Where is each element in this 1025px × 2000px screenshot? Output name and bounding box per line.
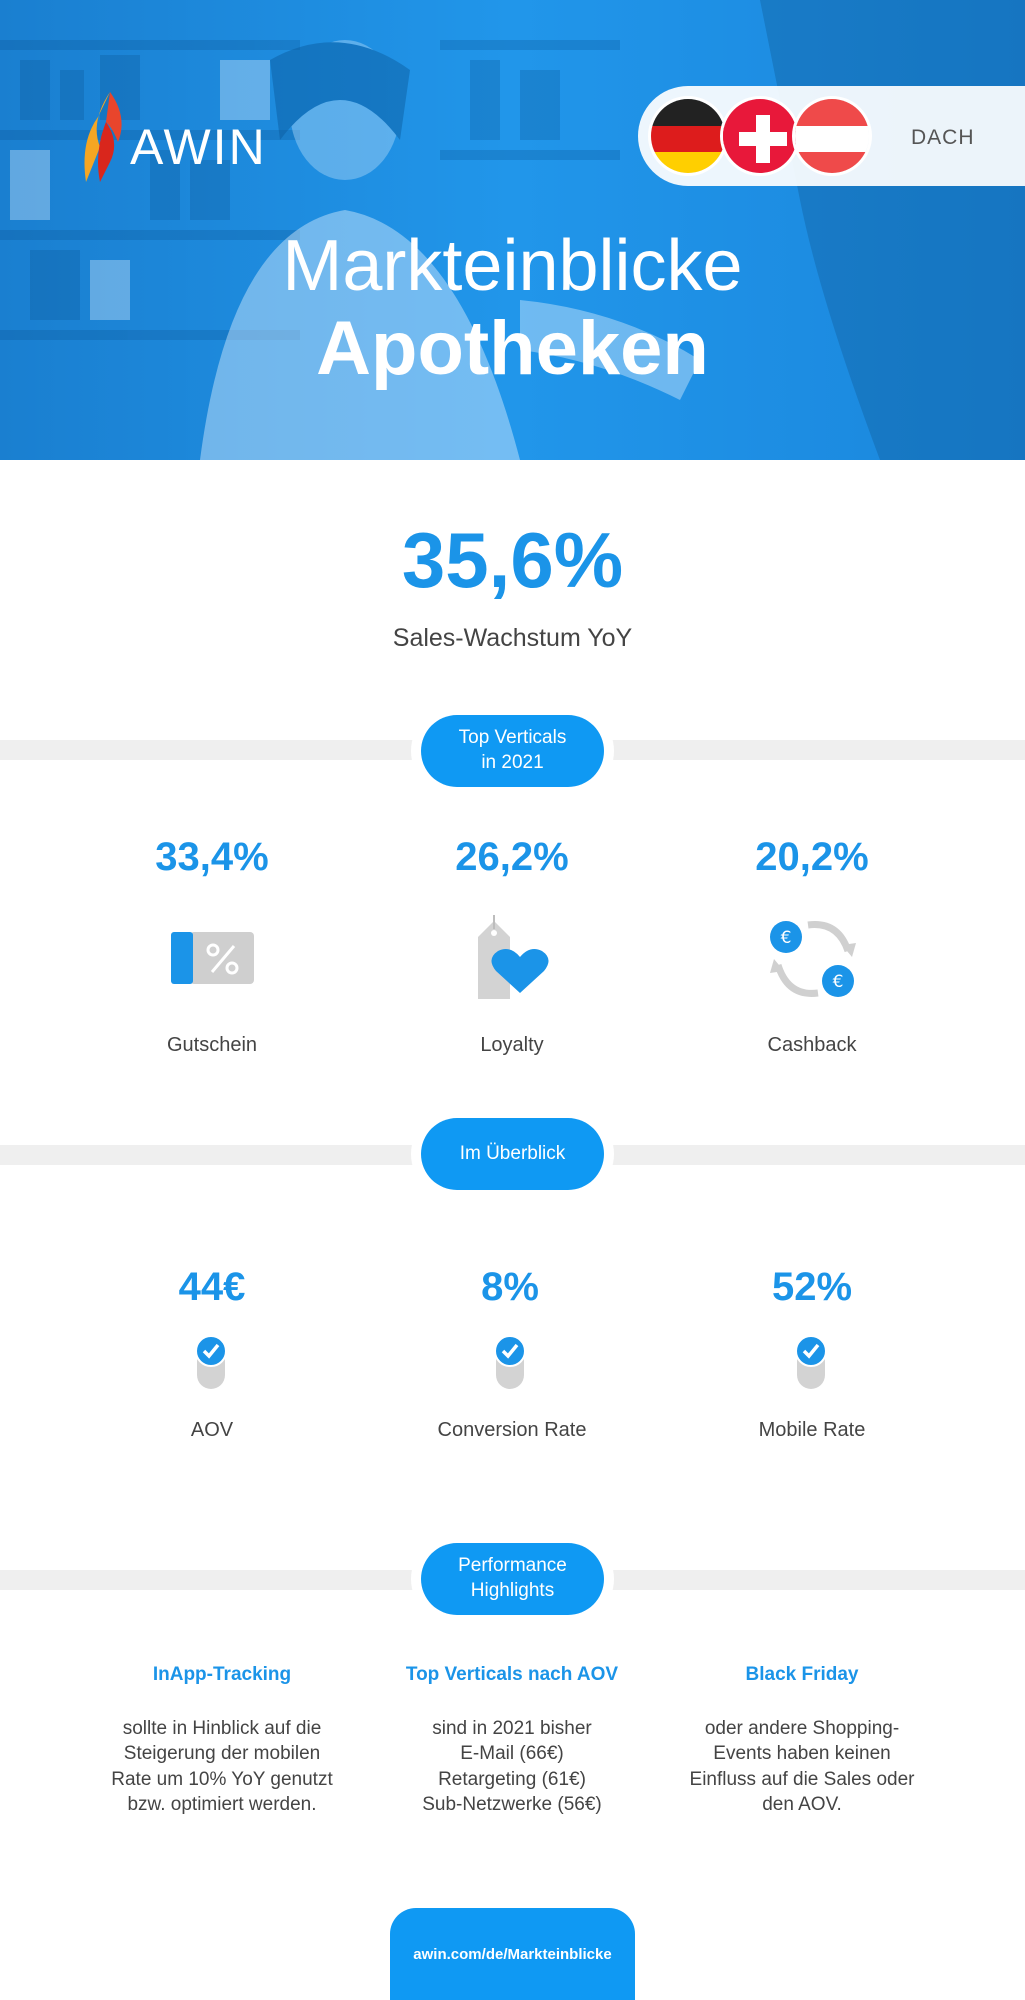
svg-text:€: € <box>781 928 792 948</box>
top-verticals-badge: Top Verticals in 2021 <box>421 715 604 787</box>
highlight-line: sind in 2021 bisher <box>432 1718 592 1739</box>
overview-label: Conversion Rate <box>437 1419 587 1441</box>
badge-line: Highlights <box>470 1580 555 1601</box>
markteinblicke-link[interactable]: awin.com/de/Markteinblicke <box>390 1908 635 2000</box>
svg-text:€: € <box>833 972 844 992</box>
highlight-line: Events haben keinen <box>713 1743 891 1765</box>
highlight-title: Black Friday <box>745 1664 859 1685</box>
vertical-value: 33,4% <box>155 835 269 879</box>
highlight-line: den AOV. <box>762 1793 842 1815</box>
highlight-line: oder andere Shopping- <box>704 1718 900 1739</box>
flame-logo-icon <box>84 92 122 182</box>
vertical-item-gutschein: 33,4% <box>62 835 362 880</box>
overview-badge: Im Überblick <box>421 1118 604 1190</box>
vertical-value: 20,2% <box>755 835 869 879</box>
highlight-text: sollte in Hinblick auf die Steigerung de… <box>72 1716 372 1817</box>
switzerland-flag-icon <box>720 96 800 176</box>
highlight-top-verticals: Top Verticals nach AOV sind in 2021 bish… <box>362 1664 662 1817</box>
awin-logo[interactable]: AWIN <box>80 92 290 182</box>
highlight-line: sollte in Hinblick auf die <box>122 1718 322 1739</box>
hero-banner: AWIN DACH Markteinblicke Apotheken <box>0 0 1025 460</box>
vertical-item-cashback: 20,2% <box>662 835 962 880</box>
sales-growth-value: 35,6% <box>401 516 624 604</box>
highlight-line: Retargeting (61€) <box>438 1768 586 1790</box>
badge-line: Performance <box>458 1555 567 1577</box>
badge-line: in 2021 <box>481 752 544 773</box>
heart-tag-icon <box>478 915 549 999</box>
vertical-label: Cashback <box>767 1034 857 1056</box>
euro-cycle-icon: € € <box>770 921 856 997</box>
highlight-text: sind in 2021 bisher E-Mail (66€) Retarge… <box>362 1716 662 1817</box>
highlight-title: Top Verticals nach AOV <box>405 1664 619 1685</box>
vertical-item-loyalty: 26,2% <box>362 835 662 880</box>
vertical-label: Gutschein <box>166 1034 258 1056</box>
badge-line: Top Verticals <box>458 727 567 749</box>
highlight-line: E-Mail (66€) <box>460 1743 564 1765</box>
overview-label: Mobile Rate <box>758 1419 866 1441</box>
hero-title: Markteinblicke <box>282 226 743 306</box>
checkmark-toggle-icon <box>195 1335 227 1389</box>
highlight-line: Sub-Netzwerke (56€) <box>422 1793 602 1815</box>
highlight-inapp: InApp-Tracking sollte in Hinblick auf di… <box>72 1664 372 1817</box>
hero-background-image <box>0 0 1025 460</box>
austria-flag-icon <box>792 96 872 176</box>
voucher-icon <box>171 932 254 984</box>
region-label: DACH <box>911 126 975 149</box>
highlight-line: Rate um 10% YoY genutzt <box>111 1768 333 1790</box>
overview-label: AOV <box>190 1419 234 1441</box>
highlight-title: InApp-Tracking <box>152 1664 292 1685</box>
germany-flag-icon <box>648 96 728 176</box>
overview-item-mobile: 52% <box>662 1265 962 1310</box>
checkmark-toggle-icon <box>494 1335 526 1389</box>
overview-item-conversion: 8% <box>360 1265 660 1310</box>
overview-value: 8% <box>481 1265 539 1309</box>
highlight-line: Einfluss auf die Sales oder <box>689 1768 915 1790</box>
highlight-line: bzw. optimiert werden. <box>127 1793 317 1815</box>
highlight-line: Steigerung der mobilen <box>123 1743 321 1765</box>
highlight-black-friday: Black Friday oder andere Shopping- Event… <box>652 1664 952 1817</box>
highlight-text: oder andere Shopping- Events haben keine… <box>652 1716 952 1817</box>
hero-subtitle: Apotheken <box>316 306 709 391</box>
vertical-label: Loyalty <box>480 1034 544 1056</box>
overview-item-aov: 44€ <box>62 1265 362 1310</box>
sales-growth-label: Sales-Wachstum YoY <box>392 624 633 652</box>
performance-badge: Performance Highlights <box>421 1543 604 1615</box>
vertical-value: 26,2% <box>455 835 569 879</box>
overview-value: 44€ <box>178 1265 246 1309</box>
overview-value: 52% <box>771 1265 853 1309</box>
checkmark-toggle-icon <box>795 1335 827 1389</box>
logo-text: AWIN <box>130 119 267 175</box>
